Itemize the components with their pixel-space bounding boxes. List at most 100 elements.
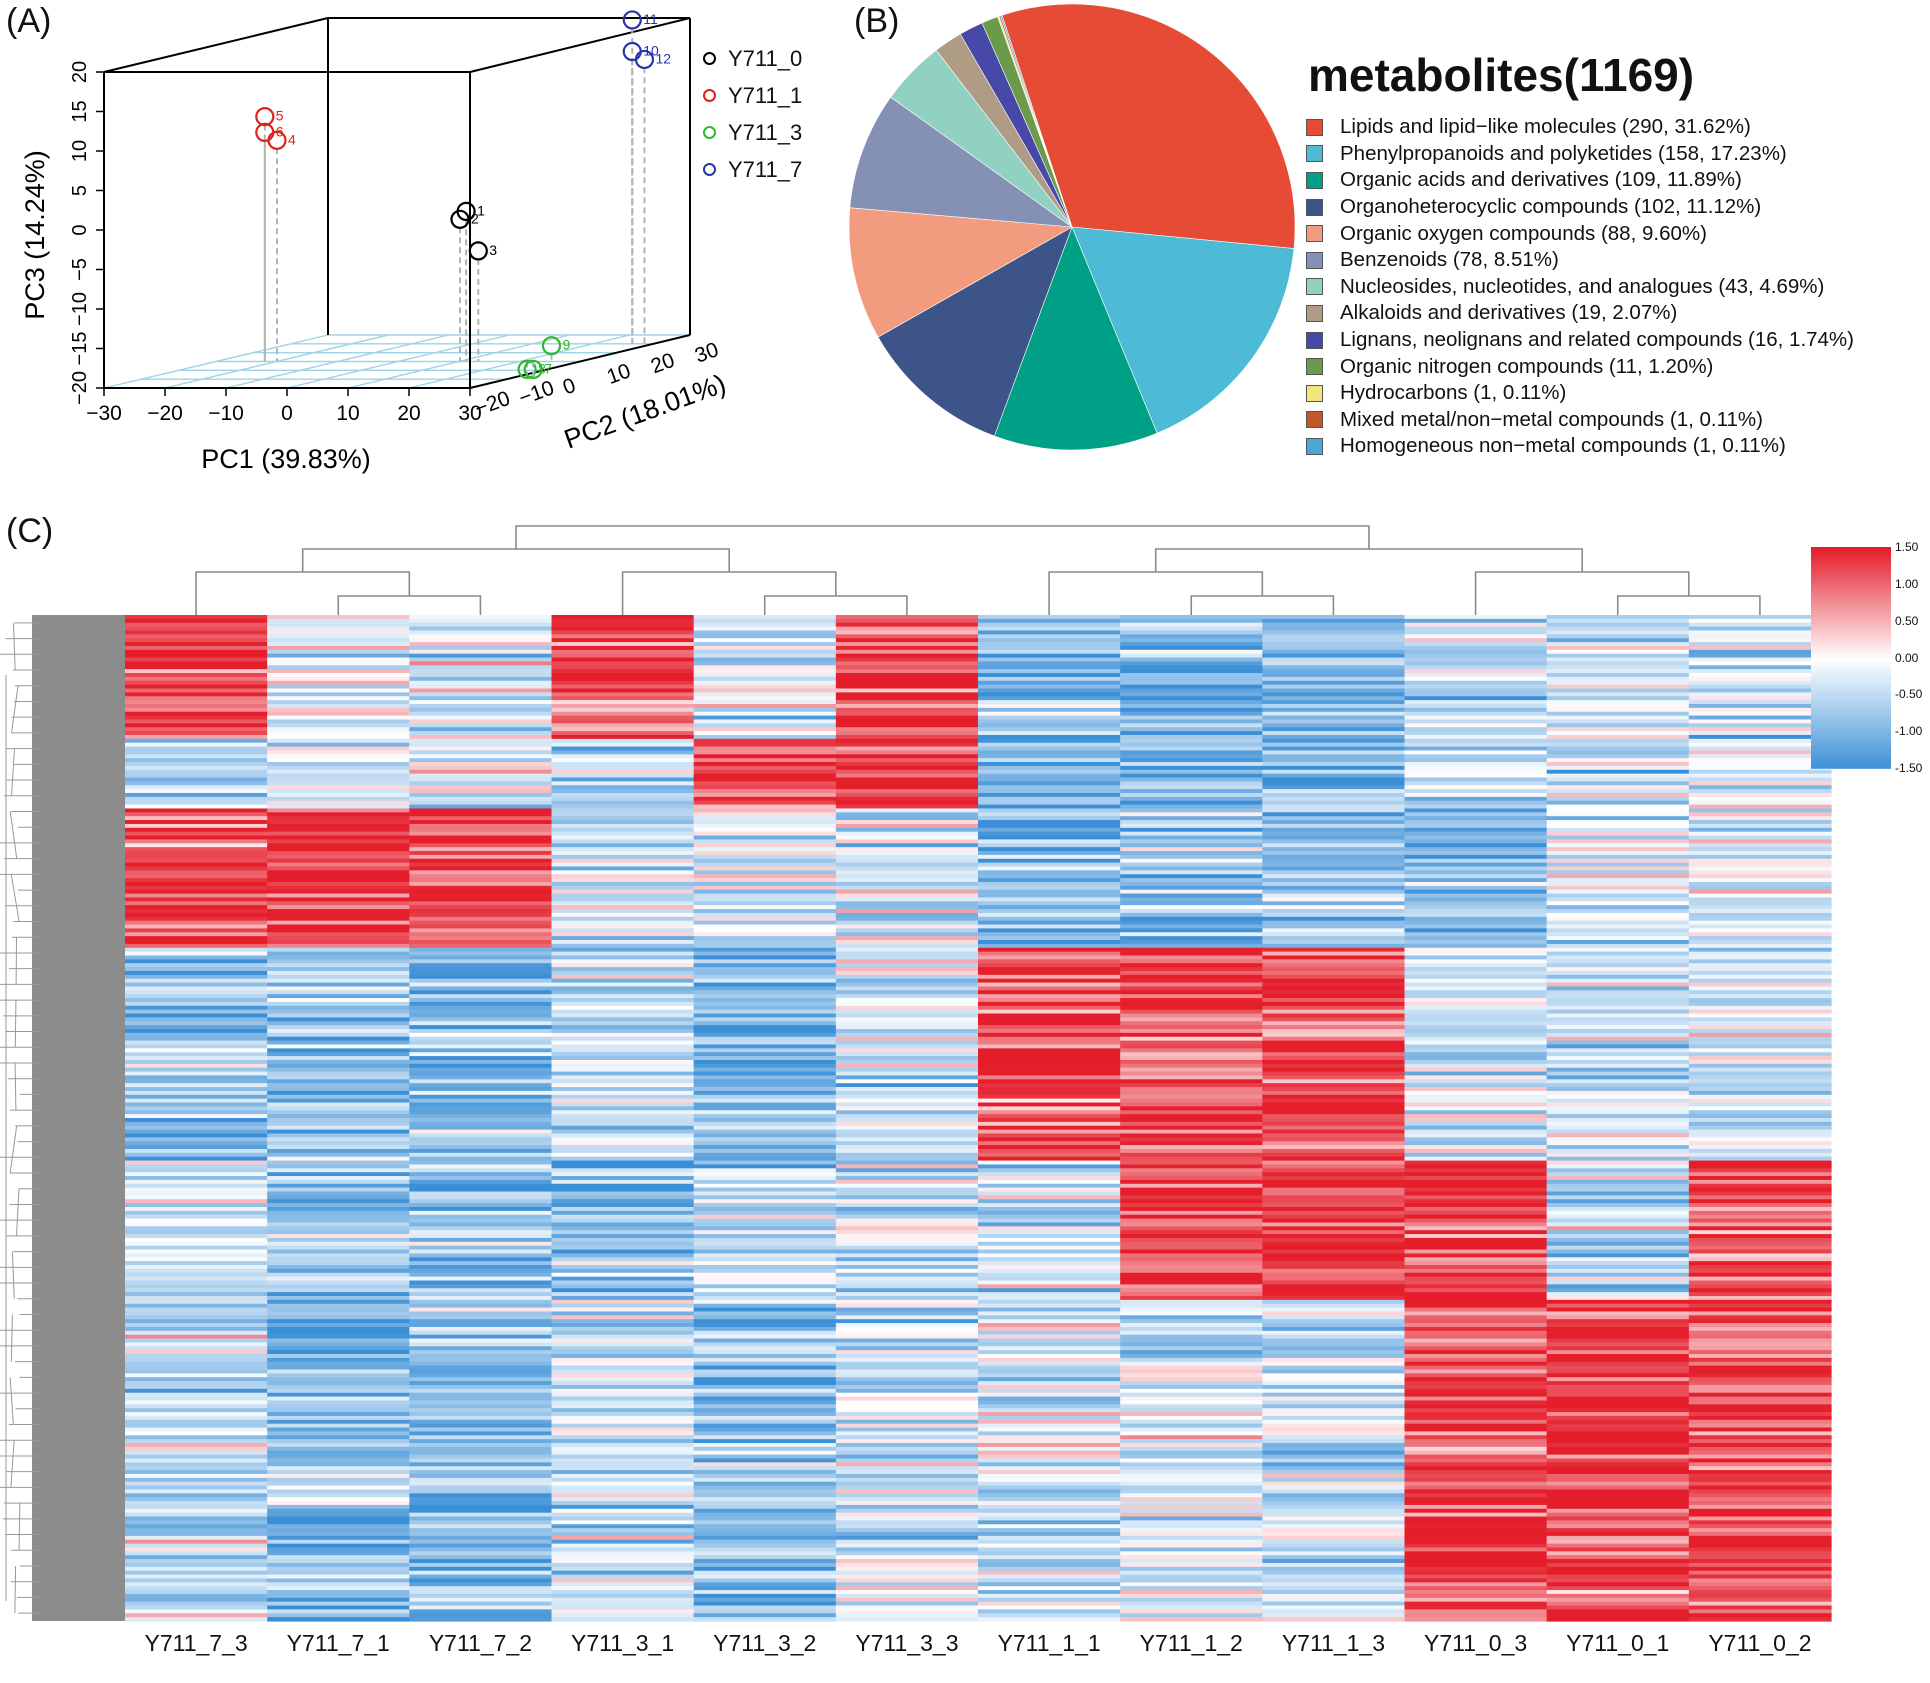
heatmap-cell [835,1330,979,1336]
pie-slice [848,207,1073,338]
heatmap-cell [1404,1439,1548,1444]
heatmap-cell [125,947,268,953]
heatmap-cell [1688,1009,1832,1015]
heatmap-cell [1262,1268,1406,1274]
heatmap-cell [835,874,979,879]
heatmap-cell [1688,711,1832,717]
heatmap-cell [551,858,695,864]
heatmap-cell [978,994,1121,999]
heatmap-cell [551,1361,695,1367]
heatmap-cell [409,649,553,655]
heatmap-cell [693,1114,837,1119]
heatmap-cell [267,1172,410,1177]
heatmap-cell [1262,1214,1406,1220]
heatmap-cell [267,789,410,794]
heatmap-cell [1546,692,1690,697]
heatmap-cell [693,1423,837,1429]
heatmap-cell [409,1203,553,1208]
heatmap-cell [1404,955,1548,960]
heatmap-cell [1546,947,1690,953]
heatmap-cell [978,1439,1121,1444]
heatmap-cell [835,1396,979,1402]
heatmap-cell [125,1593,268,1599]
heatmap-cell [693,1288,837,1293]
heatmap-cell [1688,1578,1832,1583]
colorbar-segment [1811,650,1891,655]
heatmap-cell [1404,970,1548,976]
heatmap-cell [693,777,837,782]
heatmap-cell [1404,1110,1548,1115]
heatmap-cell [267,765,410,771]
heatmap-cell [1688,1164,1832,1169]
heatmap-cell [835,858,979,864]
heatmap-cell [835,1404,979,1409]
heatmap-cell [551,1295,695,1301]
heatmap-cell [1404,885,1548,891]
heatmap-cell [978,1284,1121,1289]
heatmap-cell [267,1148,410,1154]
heatmap-cell [978,916,1121,922]
pie-legend-item: Lipids and lipid−like molecules (290, 31… [1306,114,1854,141]
heatmap-cell [1404,843,1548,848]
pie-legend: Lipids and lipid−like molecules (290, 31… [1306,114,1854,460]
heatmap-cell [125,1029,268,1034]
heatmap-cell [409,789,553,794]
heatmap-cell [1404,1566,1548,1572]
pca-legend-marker [703,163,716,176]
heatmap-cell [267,703,410,709]
heatmap-cell [978,839,1121,844]
heatmap-cell [267,912,410,918]
heatmap-cell [835,1098,979,1104]
heatmap-cell [267,1613,410,1618]
heatmap-cell [693,684,837,690]
heatmap-cell [1546,1234,1690,1239]
heatmap-cell [1688,1562,1832,1568]
heatmap-cell [1120,870,1263,875]
heatmap-cell [409,1176,553,1181]
heatmap-cell [125,916,268,922]
heatmap-cell [125,1435,268,1440]
heatmap-cell [978,630,1121,635]
heatmap-cell [1688,990,1832,995]
heatmap-cell [693,1056,837,1061]
heatmap-cell [551,1369,695,1374]
heatmap-cell [1120,928,1263,933]
pie-legend-label: Homogeneous non−metal compounds (1, 0.11… [1340,434,1786,458]
heatmap-cell [125,1102,268,1107]
heatmap-cell [693,940,837,945]
heatmap-cell [1262,1501,1406,1506]
heatmap-cell [267,1473,410,1479]
heatmap-cell [1404,1601,1548,1607]
heatmap-cell [409,1319,553,1324]
heatmap-cell [1120,920,1263,926]
heatmap-cell [1120,707,1263,713]
heatmap-cell [1262,1206,1406,1212]
heatmap-cell [1120,622,1263,628]
heatmap-cell [1404,692,1548,697]
heatmap-cell [1546,1067,1690,1073]
heatmap-cell [1688,831,1832,837]
heatmap-cell [1404,688,1548,693]
heatmap-cell [693,831,837,837]
heatmap-cell [125,1412,268,1417]
heatmap-cell [1120,1454,1263,1460]
colorbar-segment [1811,698,1891,703]
heatmap-cell [978,1404,1121,1409]
heatmap-cell [978,1512,1121,1518]
heatmap-cell [1120,812,1263,817]
heatmap-cell [978,812,1121,817]
heatmap-cell [267,1415,410,1421]
heatmap-cell [1546,1520,1690,1525]
heatmap-cell [1546,700,1690,705]
heatmap-cell [125,1114,268,1119]
heatmap-cell [693,1520,837,1525]
heatmap-cell [409,1551,553,1556]
heatmap-cell [978,1423,1121,1429]
heatmap-cell [835,1214,979,1220]
heatmap-cell [551,758,695,763]
heatmap-cell [1546,711,1690,717]
heatmap-cell [409,1419,553,1425]
heatmap-cell [1546,1528,1690,1533]
heatmap-cell [693,1373,837,1378]
heatmap-cell [978,1601,1121,1607]
